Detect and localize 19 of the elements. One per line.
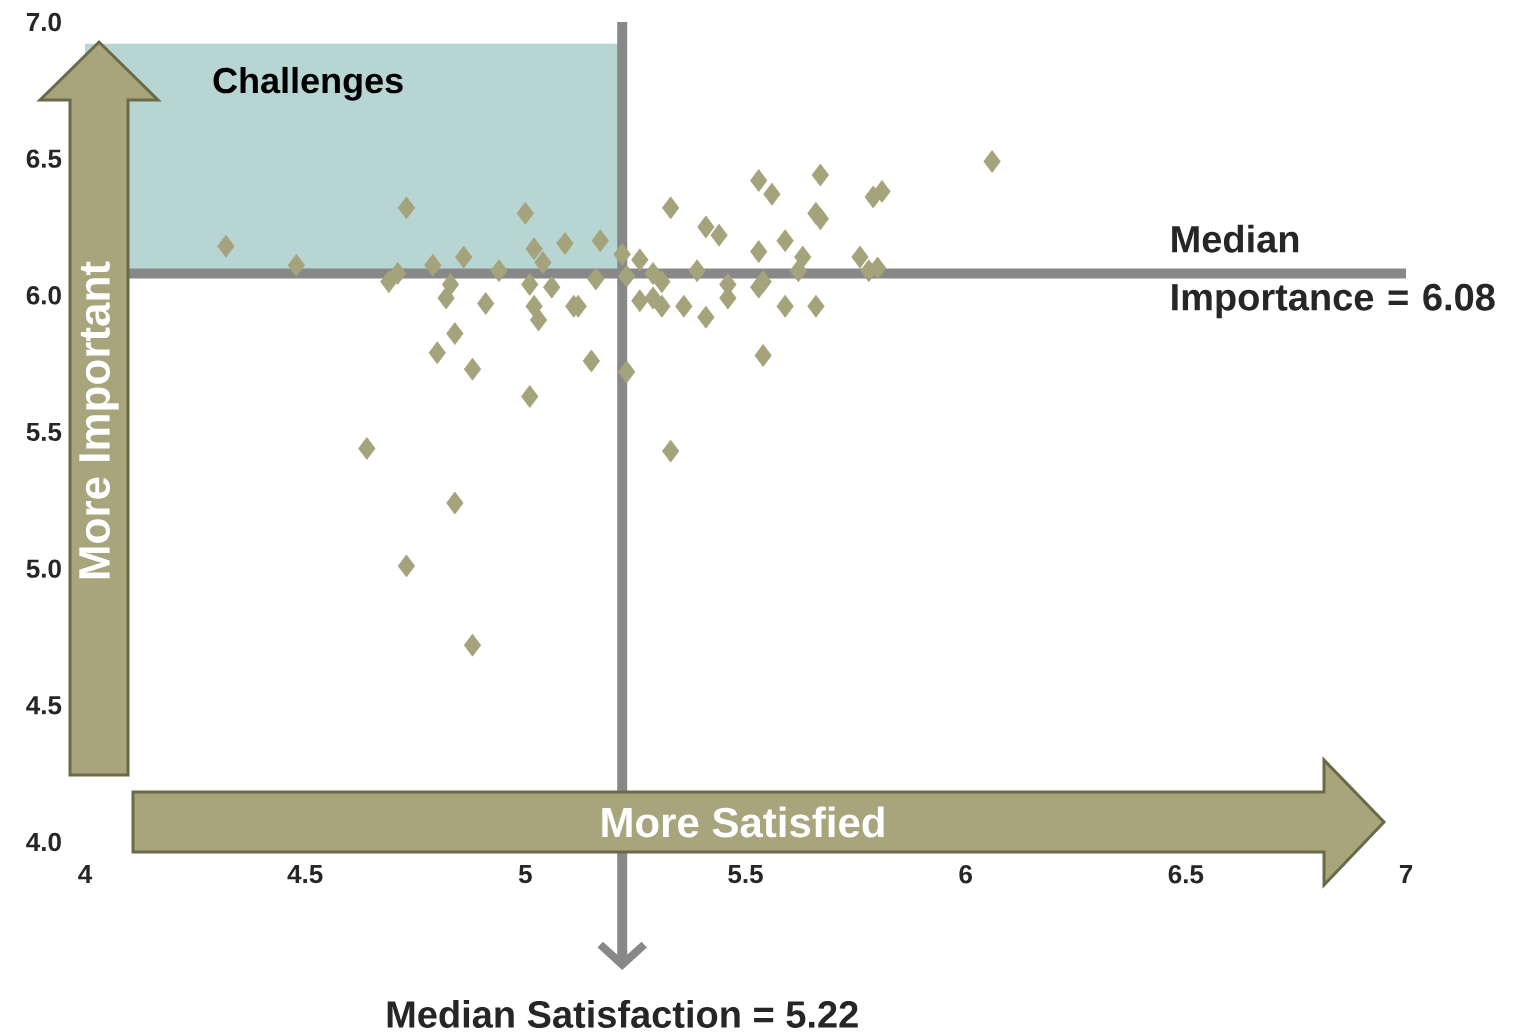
band-label: Challenges bbox=[213, 66, 403, 101]
y-tick-label: 7.0 bbox=[26, 12, 61, 32]
y-tick-label: 4.0 bbox=[26, 832, 61, 852]
x-tick-label: 4 bbox=[78, 865, 93, 883]
x-tick-label: 5 bbox=[518, 865, 532, 884]
x-tick-label: 4.5 bbox=[287, 865, 323, 884]
y-tick-label: 5.5 bbox=[26, 422, 62, 442]
ref-line-label: Median Importance = 6.08 bbox=[1172, 224, 1495, 319]
y-tick-label: 6.0 bbox=[26, 286, 61, 305]
x-tick-label: 6.5 bbox=[1168, 865, 1204, 884]
x-tick-label: 5.5 bbox=[728, 865, 763, 884]
x-tick-label: 7 bbox=[1399, 865, 1413, 883]
ref-line-label: Median Satisfaction = 5.22 bbox=[387, 1000, 858, 1028]
y-tick-label: 6.5 bbox=[26, 149, 62, 168]
x-tick-label: 6 bbox=[959, 865, 972, 884]
y-tick-label: 5.0 bbox=[26, 559, 61, 578]
annotation: More Satisfied bbox=[602, 806, 884, 838]
y-tick-label: 4.5 bbox=[26, 696, 62, 715]
annotation: More Important bbox=[79, 261, 119, 579]
